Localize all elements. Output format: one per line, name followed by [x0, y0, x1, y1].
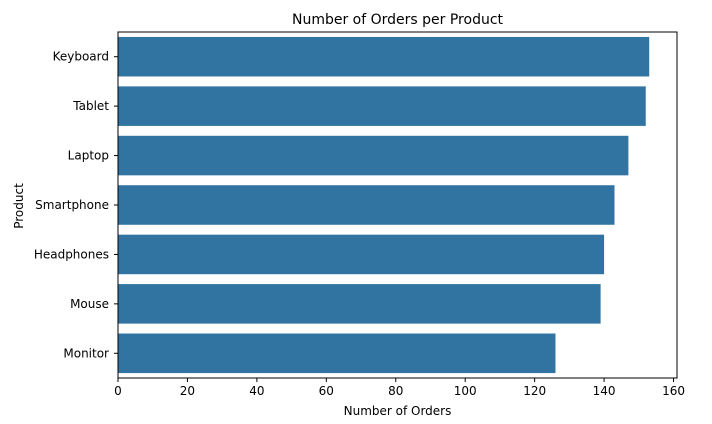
x-tick-label: 60: [319, 384, 334, 398]
x-tick-label: 100: [454, 384, 477, 398]
bar-headphones: [118, 234, 605, 275]
x-axis-ticks: 0 20 40 60 80 100 120 140 160: [114, 378, 685, 398]
x-tick-label: 0: [114, 384, 122, 398]
x-tick-label: 160: [662, 384, 685, 398]
y-tick-label: Headphones: [34, 247, 109, 261]
chart-title: Number of Orders per Product: [292, 12, 504, 28]
bar-monitor: [118, 333, 556, 374]
y-tick-label: Tablet: [72, 99, 109, 113]
x-tick-label: 120: [523, 384, 546, 398]
bars-group: [118, 36, 650, 374]
bar-laptop: [118, 135, 629, 176]
y-axis-label: Product: [12, 183, 26, 229]
bar-keyboard: [118, 36, 650, 77]
y-tick-label: Mouse: [70, 297, 109, 311]
y-tick-label: Laptop: [68, 149, 109, 163]
y-tick-label: Keyboard: [53, 50, 109, 64]
bar-smartphone: [118, 185, 615, 225]
x-tick-label: 40: [249, 384, 264, 398]
y-tick-label: Monitor: [63, 346, 109, 360]
y-tick-label: Smartphone: [35, 198, 109, 212]
y-axis-ticks: Keyboard Tablet Laptop Smartphone Headphones…: [34, 50, 118, 360]
bar-mouse: [118, 284, 601, 324]
x-tick-label: 20: [180, 384, 195, 398]
x-axis-label: Number of Orders: [344, 404, 452, 418]
x-tick-label: 80: [388, 384, 403, 398]
bar-tablet: [118, 86, 646, 126]
x-tick-label: 140: [593, 384, 616, 398]
